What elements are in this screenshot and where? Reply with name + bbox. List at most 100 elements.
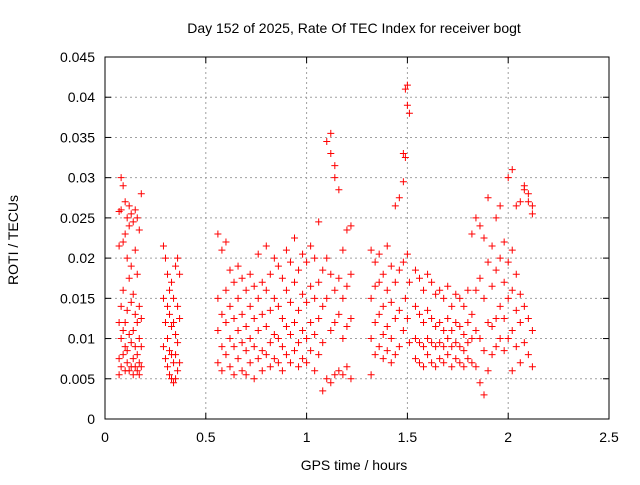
data-point	[121, 318, 129, 326]
data-point	[266, 270, 274, 278]
data-point	[347, 375, 355, 383]
data-point	[327, 270, 335, 278]
data-point	[163, 270, 171, 278]
data-point	[117, 335, 125, 343]
data-point	[520, 339, 528, 347]
data-point	[119, 286, 127, 294]
data-point	[424, 270, 432, 278]
data-point	[432, 322, 440, 330]
data-point	[123, 254, 131, 262]
data-point	[403, 250, 411, 258]
data-point	[448, 363, 456, 371]
data-point	[480, 347, 488, 355]
data-point	[125, 274, 133, 282]
data-point	[371, 351, 379, 359]
data-point	[401, 85, 409, 93]
data-point	[123, 347, 131, 355]
data-point	[395, 194, 403, 202]
data-point	[432, 290, 440, 298]
data-point	[405, 339, 413, 347]
data-point	[127, 262, 135, 270]
data-point	[222, 238, 230, 246]
data-point	[174, 367, 182, 375]
data-point	[331, 286, 339, 294]
data-point	[246, 359, 254, 367]
data-point	[137, 314, 145, 322]
data-point	[262, 351, 270, 359]
data-point	[440, 359, 448, 367]
data-point	[242, 286, 250, 294]
data-point	[375, 250, 383, 258]
data-point	[524, 314, 532, 322]
data-point	[172, 331, 180, 339]
data-point	[117, 363, 125, 371]
data-point	[131, 310, 139, 318]
data-point	[424, 351, 432, 359]
data-point	[125, 367, 133, 375]
data-point	[492, 314, 500, 322]
data-point	[115, 355, 123, 363]
data-point	[347, 270, 355, 278]
data-point	[299, 327, 307, 335]
y-tick-label: 0	[87, 411, 95, 427]
data-point	[464, 355, 472, 363]
data-point	[436, 355, 444, 363]
data-point	[129, 218, 137, 226]
data-point	[391, 202, 399, 210]
data-point	[172, 375, 180, 383]
data-point	[432, 343, 440, 351]
data-point	[254, 250, 262, 258]
data-point	[214, 359, 222, 367]
data-point	[405, 278, 413, 286]
data-point	[428, 339, 436, 347]
data-point	[456, 359, 464, 367]
data-point	[444, 335, 452, 343]
data-point	[371, 258, 379, 266]
data-point	[415, 310, 423, 318]
data-point	[508, 327, 516, 335]
data-point	[399, 150, 407, 158]
data-point	[343, 226, 351, 234]
data-point	[274, 359, 282, 367]
data-point	[135, 359, 143, 367]
data-point	[307, 347, 315, 355]
data-point	[278, 274, 286, 282]
data-point	[405, 109, 413, 117]
data-point	[218, 343, 226, 351]
data-point	[230, 278, 238, 286]
data-point	[319, 387, 327, 395]
data-point	[391, 278, 399, 286]
data-point	[135, 302, 143, 310]
data-point	[480, 391, 488, 399]
data-point	[528, 210, 536, 218]
data-point	[420, 363, 428, 371]
data-point	[399, 327, 407, 335]
data-point	[295, 339, 303, 347]
data-point	[135, 371, 143, 379]
data-point	[500, 314, 508, 322]
data-point	[129, 290, 137, 298]
data-point	[234, 262, 242, 270]
data-point	[464, 339, 472, 347]
data-point	[222, 351, 230, 359]
data-point	[121, 230, 129, 238]
data-point	[291, 278, 299, 286]
data-point	[512, 343, 520, 351]
data-point	[343, 363, 351, 371]
data-point	[282, 351, 290, 359]
data-point	[528, 202, 536, 210]
data-point	[278, 314, 286, 322]
data-point	[311, 294, 319, 302]
data-point	[375, 278, 383, 286]
data-point	[383, 322, 391, 330]
data-point	[452, 290, 460, 298]
data-point	[484, 194, 492, 202]
data-point	[428, 359, 436, 367]
data-point	[299, 250, 307, 258]
data-point	[307, 242, 315, 250]
data-point	[440, 343, 448, 351]
data-point	[174, 302, 182, 310]
data-point	[383, 347, 391, 355]
data-point	[520, 302, 528, 310]
